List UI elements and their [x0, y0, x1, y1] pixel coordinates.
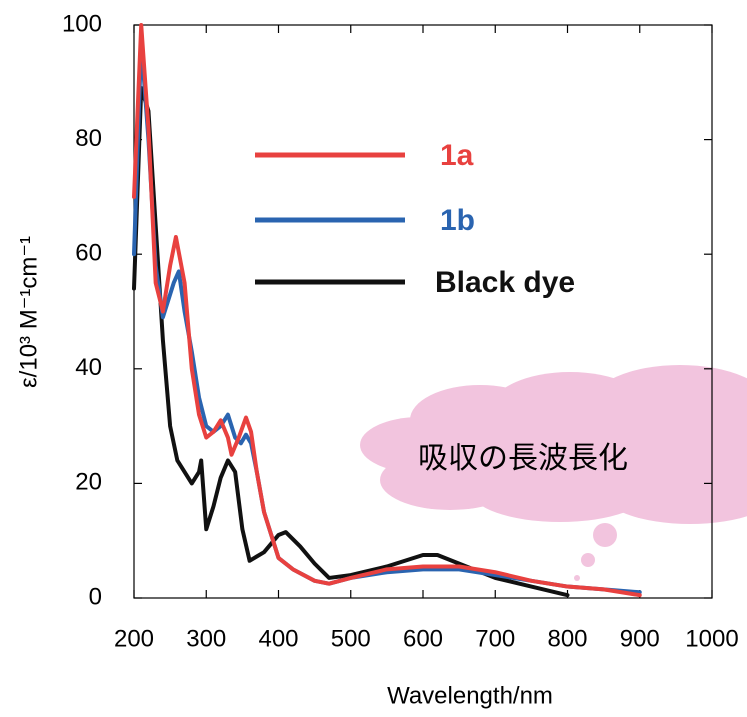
annotation-cloud: 吸収の長波長化	[360, 365, 747, 581]
y-axis-label: ε/10³ M⁻¹cm⁻¹	[15, 236, 42, 388]
line-series	[134, 88, 568, 595]
x-tick-label: 900	[620, 625, 660, 652]
y-tick-label: 60	[75, 240, 102, 267]
x-tick-label: 1000	[685, 625, 738, 652]
x-tick-label: 200	[114, 625, 154, 652]
legend-label: 1a	[440, 139, 474, 172]
y-tick-label: 100	[62, 10, 102, 37]
legend-label: 1b	[440, 204, 475, 237]
x-tick-label: 700	[475, 625, 515, 652]
y-tick-label: 80	[75, 125, 102, 152]
legend-label: Black dye	[435, 266, 575, 299]
chart: 吸収の長波長化 Wavelength/nm ε/10³ M⁻¹cm⁻¹ 2003…	[0, 0, 747, 717]
x-tick-label: 500	[331, 625, 371, 652]
x-tick-label: 600	[403, 625, 443, 652]
y-tick-label: 40	[75, 354, 102, 381]
y-tick-label: 0	[89, 583, 102, 610]
annotation: 吸収の長波長化	[418, 442, 628, 475]
x-tick-label: 400	[258, 625, 298, 652]
page: {"chart_data": {"type": "line", "x_label…	[0, 0, 747, 717]
x-tick-label: 300	[186, 625, 226, 652]
x-axis-label: Wavelength/nm	[387, 682, 553, 709]
x-tick-label: 800	[547, 625, 587, 652]
y-tick-label: 20	[75, 469, 102, 496]
